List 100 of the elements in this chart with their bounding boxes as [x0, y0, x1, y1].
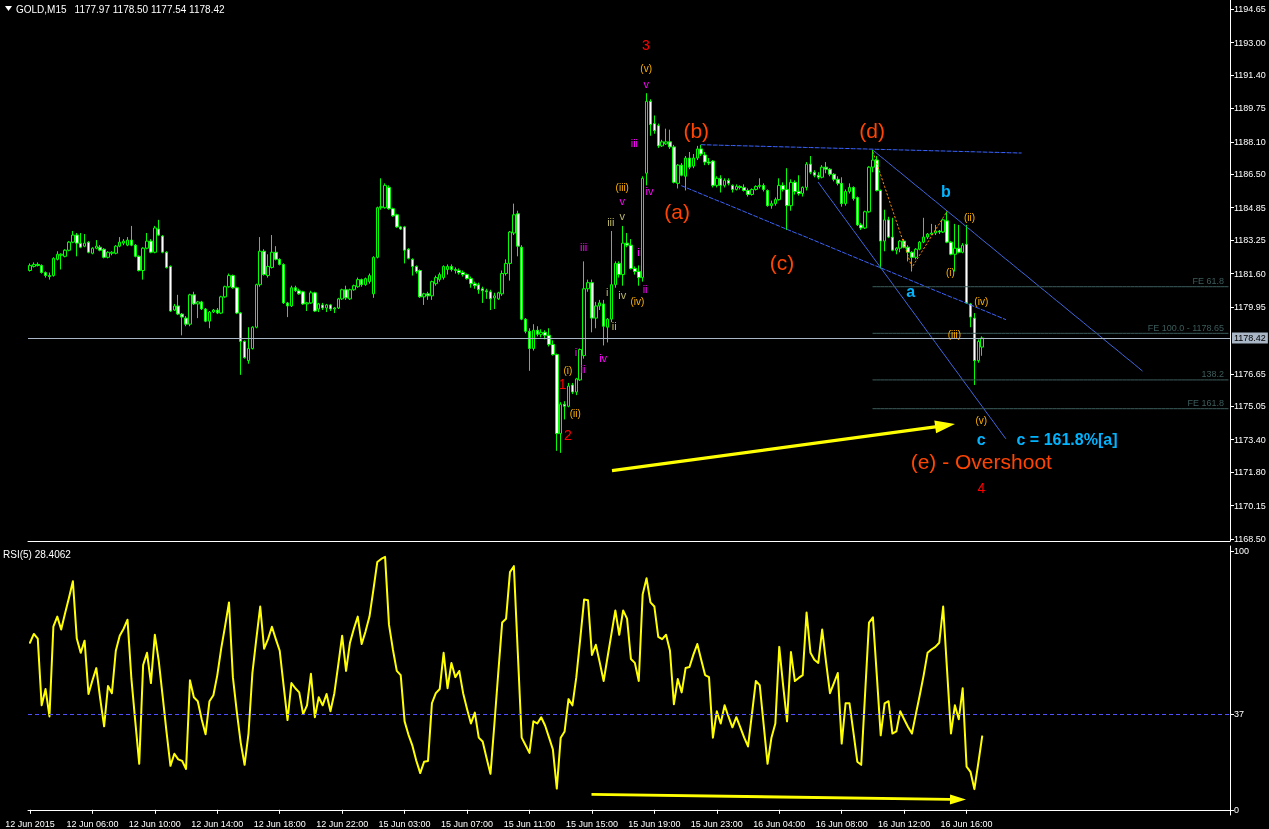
x-tick-label: 16 Jun 16:00 [940, 818, 993, 829]
candlestick [430, 280, 434, 301]
annotation: (iii) [947, 328, 962, 340]
candlestick [75, 232, 79, 257]
candlestick [122, 238, 125, 246]
line-series [872, 151, 948, 268]
candlestick [797, 174, 801, 197]
candlestick [746, 187, 750, 198]
annotation: (i) [945, 266, 955, 278]
candlestick [102, 247, 106, 259]
candlestick [785, 167, 789, 231]
x-tick-label: 15 Jun 15:00 [565, 818, 618, 829]
candlestick [446, 263, 449, 276]
candlestick [411, 257, 414, 277]
candlestick [321, 302, 324, 311]
annotation: iv [599, 352, 608, 365]
candlestick [820, 164, 824, 179]
y-tick-label: 1191.40 [1234, 69, 1266, 80]
candlestick [450, 263, 453, 273]
y-tick-label: 1184.85 [1234, 202, 1266, 213]
candlestick [457, 267, 461, 276]
y-tick-label: 1186.50 [1234, 169, 1266, 180]
candlestick [711, 159, 715, 188]
candlestick [469, 276, 473, 289]
candlestick [602, 299, 605, 346]
annotation: (e) - Overshoot [910, 450, 1053, 474]
annotation: 4 [977, 479, 986, 496]
y-tick-label: 1181.60 [1234, 268, 1266, 279]
x-tick-label: 16 Jun 04:00 [753, 818, 806, 829]
candlestick [930, 223, 933, 236]
annotation: c [976, 430, 986, 448]
candlestick [364, 277, 367, 287]
line-series [700, 144, 1022, 154]
annotation: v [619, 194, 626, 207]
annotation: iii [607, 216, 615, 229]
annotation: i [574, 346, 578, 359]
annotation: a [906, 282, 916, 300]
chart-title: GOLD,M15 [16, 3, 68, 15]
annotation: b [941, 182, 952, 200]
candlestick [461, 270, 465, 278]
annotation: iii [579, 241, 588, 254]
annotation: (v) [640, 62, 653, 74]
annotation: (i) [563, 364, 573, 376]
candlestick [840, 176, 843, 208]
candlestick [28, 262, 32, 273]
candlestick [489, 289, 492, 311]
x-tick-label: 12 Jun 10:00 [128, 818, 181, 829]
candlestick [738, 184, 742, 190]
x-tick-label: 12 Jun 06:00 [66, 818, 119, 829]
annotation: i [605, 286, 609, 299]
chart-subtitle: 1177.97 1178.50 1177.54 1178.42 [74, 3, 225, 15]
ref-line-label: 1178.42 [1234, 332, 1266, 343]
annotation: (c) [769, 251, 795, 275]
candlestick [40, 263, 43, 275]
candlestick [664, 128, 668, 146]
candlestick [329, 303, 332, 312]
candlestick [59, 252, 63, 270]
y-tick-label: 1193.00 [1234, 37, 1266, 48]
candlestick [965, 224, 968, 305]
candlestick [95, 239, 98, 250]
annotation: (iii) [615, 181, 629, 193]
annotation: ii [642, 282, 648, 295]
line-series [872, 149, 1143, 372]
candlestick [719, 174, 722, 193]
y-tick-label: 1170.15 [1234, 500, 1266, 511]
candlestick [590, 279, 594, 333]
annotation: c = 161.8%[a] [1016, 430, 1118, 448]
y-tick-label: 1179.95 [1234, 301, 1266, 312]
candlestick [758, 177, 761, 189]
candlestick [356, 277, 360, 289]
annotation: 1 [558, 376, 567, 393]
candlestick [727, 177, 730, 186]
x-tick-label: 16 Jun 08:00 [815, 818, 868, 829]
y-tick-label: 1175.05 [1234, 401, 1266, 412]
candlestick [383, 182, 387, 210]
candlestick [106, 250, 110, 259]
annotation: (iv) [630, 296, 645, 307]
candlestick [344, 285, 348, 301]
candlestick [735, 183, 738, 191]
y-tick-label: 1189.75 [1234, 103, 1266, 114]
candlestick [762, 182, 765, 192]
annotation: 2 [563, 426, 572, 443]
candlestick [247, 326, 250, 365]
candlestick [621, 225, 625, 287]
x-tick-label: 15 Jun 03:00 [378, 818, 431, 829]
x-tick-label: 12 Jun 2015 [5, 818, 55, 829]
candlestick [442, 264, 445, 281]
series-label: FE 61.8 [1192, 276, 1225, 287]
x-tick-label: 15 Jun 23:00 [690, 818, 743, 829]
annotation: iv [618, 289, 627, 302]
candlestick [348, 288, 352, 301]
x-tick-label: 16 Jun 12:00 [878, 818, 931, 829]
candlestick [898, 239, 902, 253]
candlestick [403, 225, 406, 264]
y-tick-label: 37 [1234, 709, 1245, 720]
candlestick [454, 266, 457, 275]
x-tick-label: 12 Jun 22:00 [316, 818, 369, 829]
candlestick [684, 155, 687, 191]
candlestick [473, 281, 477, 290]
y-tick-label: 1168.50 [1234, 533, 1266, 544]
